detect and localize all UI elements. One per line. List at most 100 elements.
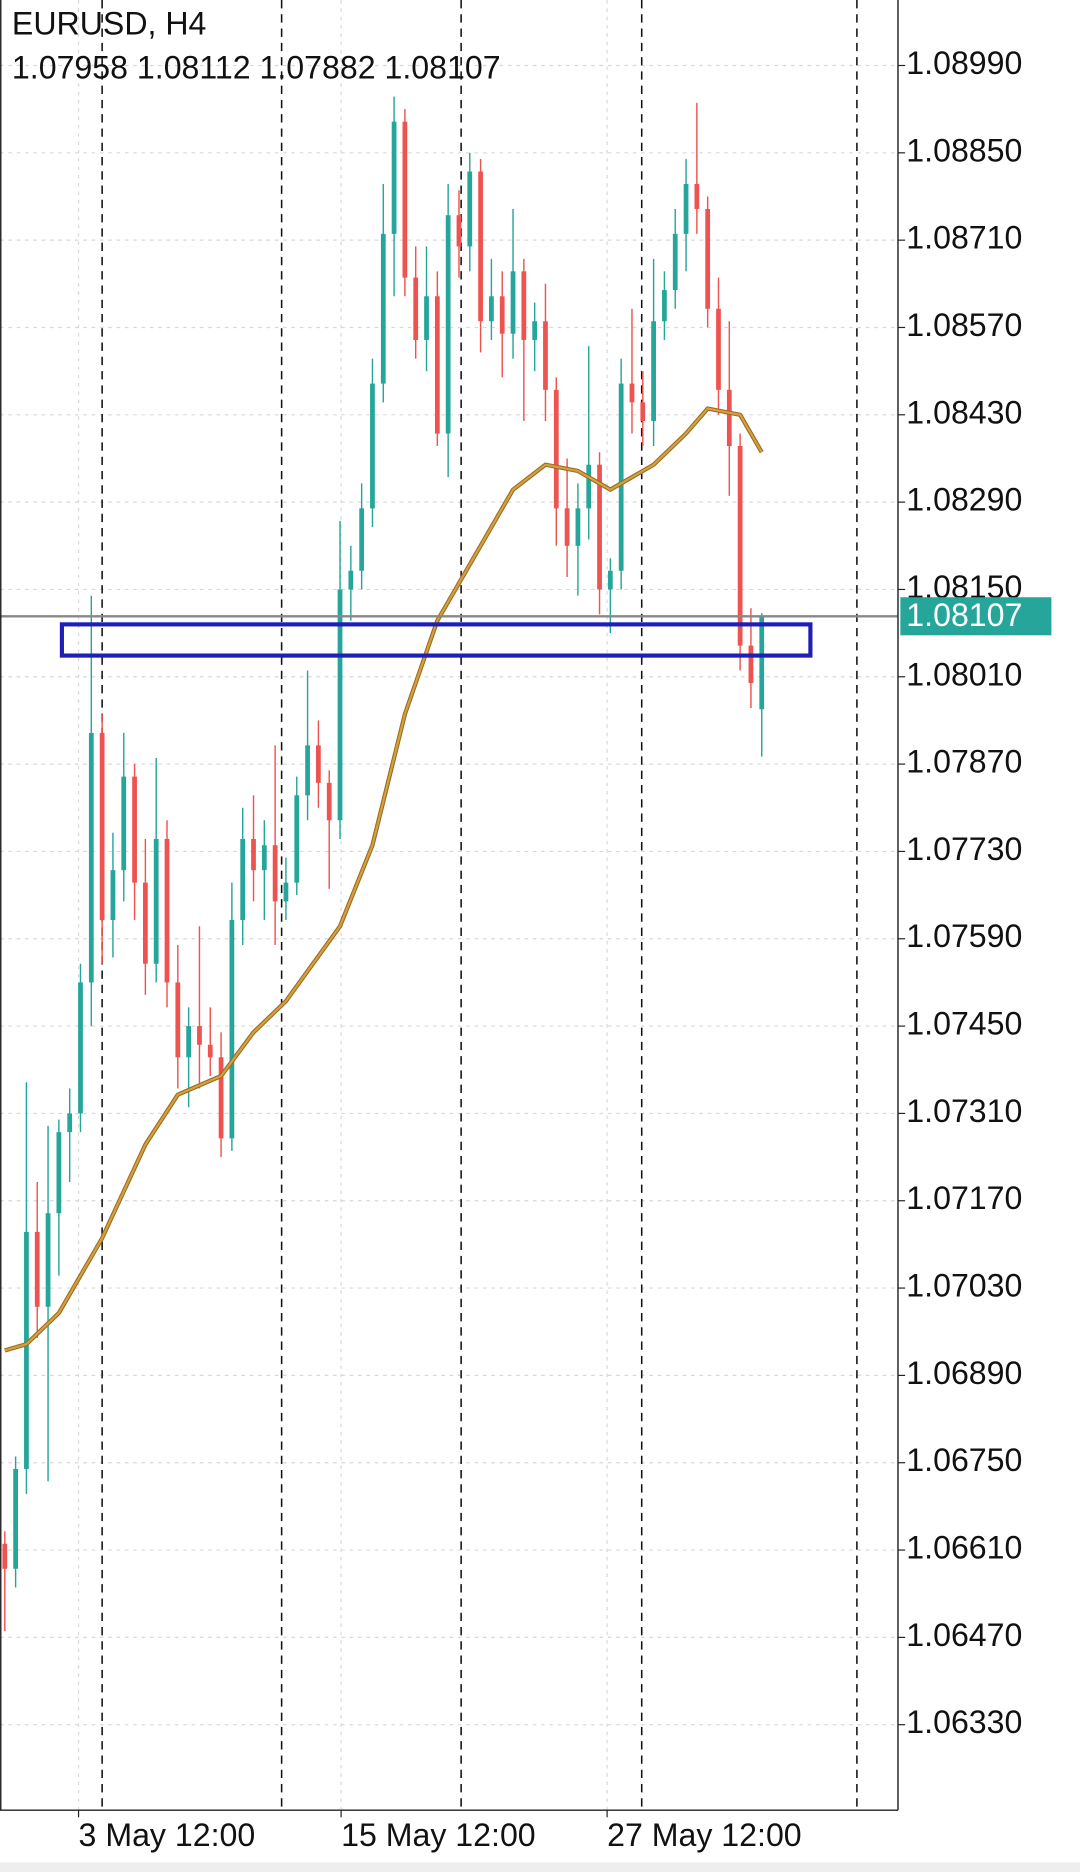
- candle-body: [229, 920, 235, 1139]
- candle-body: [705, 208, 711, 309]
- y-tick-label: 1.08290: [906, 482, 1022, 518]
- candle-body: [413, 277, 419, 340]
- candle-body: [434, 296, 440, 434]
- marks: [0, 96, 898, 1632]
- candle-body: [316, 745, 321, 783]
- candle-body: [694, 184, 700, 209]
- y-tick-label: 1.08850: [906, 132, 1022, 168]
- candle-body: [737, 445, 743, 646]
- candle-body: [261, 845, 267, 871]
- y-tick-label: 1.07170: [906, 1180, 1022, 1216]
- y-tick-label: 1.06470: [906, 1617, 1022, 1653]
- y-tick-label: 1.06890: [906, 1355, 1022, 1391]
- candle-body: [207, 1044, 213, 1058]
- candle-body: [424, 296, 429, 340]
- y-tick-label: 1.07870: [906, 744, 1022, 780]
- symbol-title: EURUSD, H4: [12, 6, 206, 42]
- candle-body: [175, 982, 181, 1058]
- candle-body: [164, 838, 170, 983]
- candle-body: [2, 1543, 8, 1569]
- candle-body: [445, 215, 451, 434]
- y-tick-label: 1.06330: [906, 1704, 1022, 1740]
- y-tick-label: 1.06750: [906, 1442, 1022, 1478]
- bottom-bar: [0, 1862, 1080, 1872]
- candle-body: [348, 570, 354, 590]
- candle-body: [651, 321, 656, 422]
- candle-body: [78, 982, 83, 1114]
- x-tick-label: 15 May 12:00: [341, 1817, 536, 1853]
- candle-body: [478, 171, 483, 322]
- y-tick-label: 1.08570: [906, 307, 1022, 343]
- candle-body: [456, 215, 462, 247]
- candle-body: [489, 296, 494, 322]
- candle-body: [283, 882, 289, 902]
- candle-body: [240, 838, 246, 921]
- candle-body: [564, 508, 570, 546]
- current-price-label: 1.08107: [906, 597, 1022, 633]
- candle-body: [197, 1026, 202, 1045]
- labels: 1.08990 1.08850 1.08710 1.08570 1.08430 1.082…: [79, 45, 1052, 1853]
- candle-body: [759, 616, 765, 710]
- price-zone: [59, 622, 813, 658]
- candle-body: [553, 389, 559, 509]
- candle-body: [716, 308, 721, 390]
- candle-body: [521, 271, 527, 340]
- current-price-box: [900, 597, 1052, 636]
- candle-body: [251, 838, 256, 871]
- candle-body: [326, 782, 332, 821]
- candle-body: [34, 1231, 40, 1307]
- candle-body: [402, 121, 408, 278]
- candle-body: [272, 845, 278, 902]
- candle-body: [337, 589, 343, 821]
- y-tick-label: 1.07590: [906, 918, 1022, 954]
- candle-body: [24, 1231, 29, 1469]
- y-tick-label: 1.08990: [906, 45, 1022, 81]
- candle-body: [13, 1468, 18, 1569]
- candle-body: [380, 233, 386, 384]
- candle-body: [683, 184, 689, 234]
- x-tick-label: 3 May 12:00: [79, 1817, 256, 1853]
- y-tick-label: 1.07030: [906, 1268, 1022, 1304]
- candle-body: [467, 171, 473, 247]
- candle-body: [748, 645, 754, 684]
- moving-average: [4, 407, 763, 1352]
- candle-body: [597, 464, 602, 590]
- ohlc-header: 1.07958 1.08112 1.07882 1.08107: [12, 50, 501, 86]
- candle-body: [640, 402, 646, 422]
- candle-body: [575, 508, 581, 546]
- y-tick-label: 1.07730: [906, 831, 1022, 867]
- candle-body: [672, 233, 678, 291]
- candle-body: [45, 1213, 51, 1307]
- candle-body: [532, 321, 538, 340]
- candle-body: [370, 383, 375, 509]
- candle-body: [662, 290, 667, 322]
- y-tick-label: 1.08010: [906, 656, 1022, 692]
- candle-body: [132, 776, 137, 883]
- candle-body: [294, 795, 300, 883]
- candle-body: [586, 464, 592, 509]
- candle-body: [499, 296, 505, 334]
- candle-body: [56, 1132, 62, 1214]
- candle-body: [218, 1057, 224, 1139]
- candle-body: [110, 870, 116, 921]
- candle-body: [99, 732, 105, 921]
- candle-body: [359, 508, 365, 571]
- candle-body: [726, 389, 732, 446]
- candle-body: [88, 732, 94, 983]
- candle-body: [121, 776, 127, 871]
- y-tick-label: 1.06610: [906, 1530, 1022, 1566]
- y-tick-label: 1.07450: [906, 1006, 1022, 1042]
- candle-body: [153, 838, 159, 964]
- x-tick-label: 27 May 12:00: [607, 1817, 802, 1853]
- candle-body: [391, 121, 397, 234]
- y-tick-label: 1.08430: [906, 394, 1022, 430]
- y-tick-label: 1.08710: [906, 220, 1022, 256]
- candle-body: [510, 271, 516, 334]
- candle-body: [618, 383, 624, 571]
- candle-body: [629, 383, 635, 403]
- candle-body: [186, 1026, 192, 1058]
- candle-body: [607, 570, 613, 590]
